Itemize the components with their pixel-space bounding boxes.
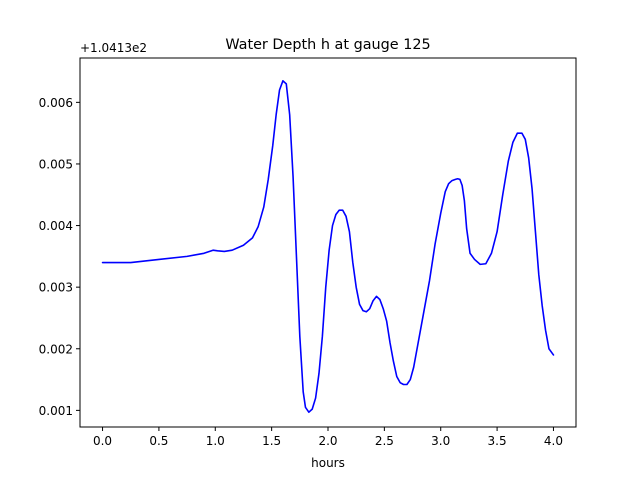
x-tick-label: 0.0 (93, 434, 112, 448)
x-axis-ticks: 0.0 0.5 1.0 1.5 2.0 2.5 3.0 3.5 4.0 (93, 427, 563, 448)
y-axis-ticks: 0.001 0.002 0.003 0.004 0.005 0.006 (39, 96, 80, 418)
x-tick-label: 0.5 (149, 434, 168, 448)
x-tick-label: 2.5 (375, 434, 394, 448)
x-tick-label: 4.0 (544, 434, 563, 448)
series-line-0 (101, 79, 555, 414)
axes-frame (79, 57, 577, 428)
y-tick-label: 0.005 (39, 157, 73, 171)
y-tick-label: 0.003 (39, 281, 73, 295)
y-tick-label: 0.006 (39, 96, 73, 110)
y-offset-label: +1.0413e2 (80, 41, 147, 55)
x-tick-label: 2.0 (318, 434, 337, 448)
y-tick-label: 0.002 (39, 342, 73, 356)
chart-title: Water Depth h at gauge 125 (225, 37, 430, 53)
plot-layer (101, 79, 555, 414)
x-tick-label: 3.5 (488, 434, 507, 448)
x-tick-label: 1.0 (206, 434, 225, 448)
x-tick-label: 1.5 (262, 434, 281, 448)
x-axis-label: hours (311, 456, 345, 470)
x-tick-label: 3.0 (431, 434, 450, 448)
y-tick-label: 0.004 (39, 219, 73, 233)
y-tick-label: 0.001 (39, 404, 73, 418)
